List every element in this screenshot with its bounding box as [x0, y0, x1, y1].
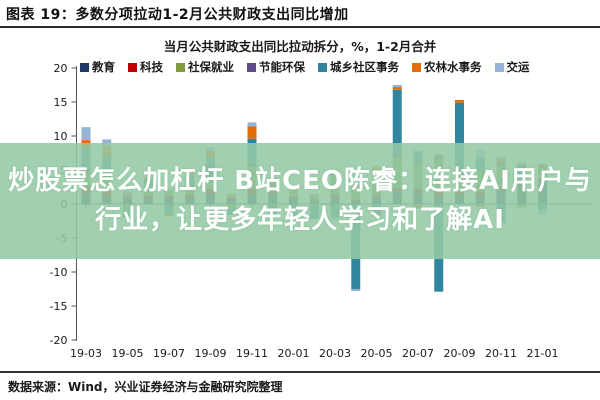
- legend-label: 农林水事务: [424, 60, 482, 74]
- bar-segment: [351, 289, 361, 292]
- legend-label: 节能环保: [259, 60, 305, 74]
- legend-swatch-icon: [247, 62, 256, 72]
- x-tick-label: 20-07: [402, 347, 434, 360]
- legend-item: 教育: [80, 59, 115, 75]
- bar-segment: [247, 126, 257, 139]
- legend-item: 城乡社区事务: [318, 59, 399, 75]
- legend-label: 城乡社区事务: [330, 60, 399, 74]
- legend-label: 交运: [506, 60, 530, 74]
- y-tick-label: -10: [50, 266, 68, 279]
- chart-legend: 教育 科技 社保就业 节能环保 城乡社区事务 农林水事务 交运: [80, 59, 596, 75]
- data-source: 数据来源：Wind，兴业证券经济与金融研究院整理: [8, 380, 283, 394]
- source-divider: [0, 371, 600, 373]
- x-tick-label: 20-05: [361, 347, 393, 360]
- title-divider: [0, 26, 600, 28]
- y-tick-label: 10: [54, 130, 68, 143]
- legend-swatch-icon: [412, 62, 421, 72]
- bar-segment: [455, 99, 464, 103]
- x-tick-label: 20-09: [444, 347, 476, 360]
- legend-swatch-icon: [176, 62, 185, 72]
- x-tick-label: 19-09: [195, 347, 227, 360]
- ad-banner-line2: 行业，让更多年轻人学习和了解AI: [95, 205, 505, 235]
- x-tick-label: 19-05: [112, 347, 144, 360]
- x-tick-label: 21-01: [527, 347, 559, 360]
- bar-segment: [81, 127, 91, 141]
- legend-item: 节能环保: [247, 59, 305, 75]
- legend-item: 社保就业: [176, 59, 234, 75]
- y-tick-label: 15: [54, 96, 68, 109]
- bar-segment: [392, 87, 402, 90]
- legend-swatch-icon: [80, 62, 89, 72]
- y-tick-label: -15: [50, 300, 68, 313]
- bar-segment: [247, 122, 257, 127]
- x-tick-label: 20-11: [485, 347, 517, 360]
- chart-title: 当月公共财政支出同比拉动拆分，%，1-2月合并: [163, 39, 437, 54]
- legend-item: 交运: [494, 59, 530, 75]
- legend-label: 科技: [140, 60, 163, 74]
- legend-label: 教育: [92, 60, 115, 74]
- x-tick-label: 20-03: [319, 347, 351, 360]
- y-tick-label: -20: [50, 334, 68, 347]
- ad-banner-overlay[interactable]: 炒股票怎么加杠杆 B站CEO陈睿：连接AI用户与 行业，让更多年轻人学习和了解A…: [0, 143, 600, 259]
- legend-item: 农林水事务: [412, 59, 482, 75]
- legend-swatch-icon: [494, 62, 504, 72]
- ad-banner-line1: 炒股票怎么加杠杆 B站CEO陈睿：连接AI用户与: [8, 166, 592, 196]
- legend-swatch-icon: [128, 62, 137, 72]
- x-tick-label: 20-01: [278, 347, 310, 360]
- y-tick-label: 20: [54, 62, 68, 75]
- x-tick-label: 19-07: [153, 347, 185, 360]
- legend-item: 科技: [128, 59, 163, 75]
- legend-label: 社保就业: [188, 60, 234, 74]
- x-tick-label: 19-11: [236, 347, 268, 360]
- bar-segment: [392, 85, 402, 88]
- report-title: 图表 19：多数分项拉动1-2月公共财政支出同比增加: [6, 7, 349, 23]
- legend-swatch-icon: [318, 62, 327, 72]
- x-tick-label: 19-03: [70, 347, 102, 360]
